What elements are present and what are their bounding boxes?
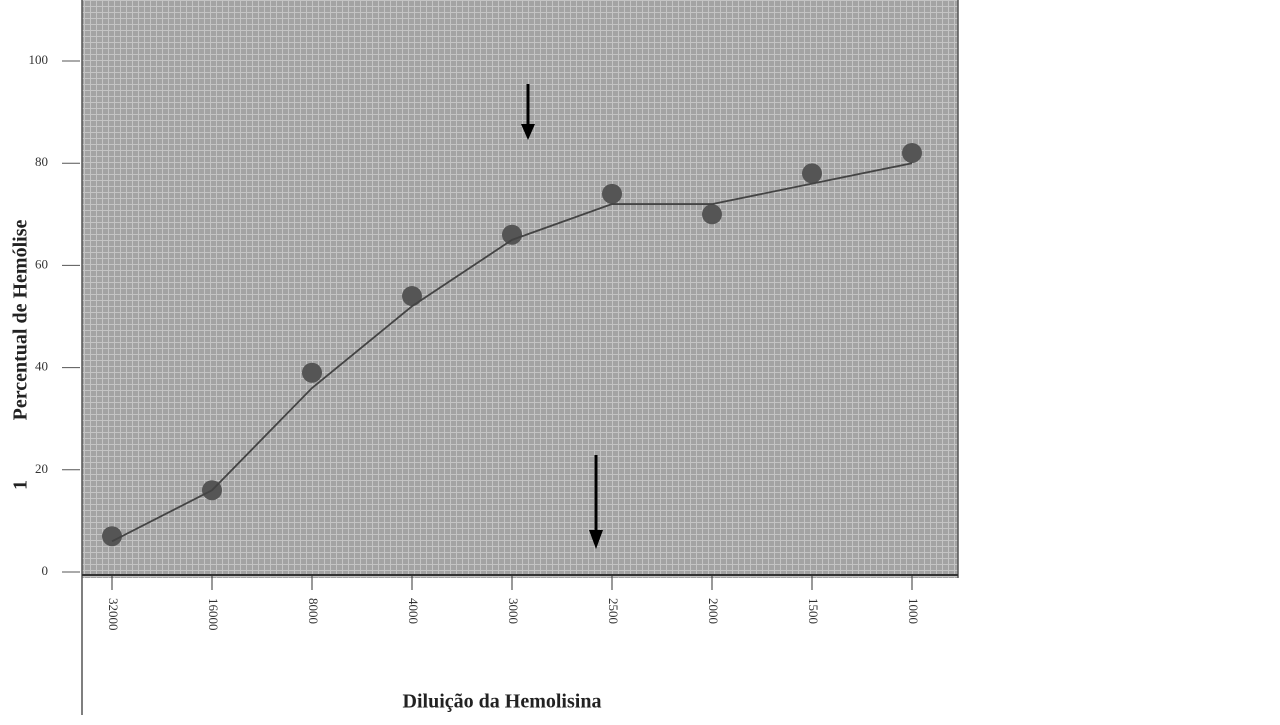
x-tick-label: 3000 [506, 598, 521, 624]
arrow-head [589, 530, 603, 549]
data-point [702, 204, 722, 225]
annotation: 1 [10, 480, 32, 490]
data-point [902, 142, 922, 163]
y-tick-label: 0 [42, 563, 49, 578]
fit-line [111, 162, 913, 543]
y-tick-label: 40 [35, 359, 48, 374]
x-tick-label: 1500 [806, 598, 821, 624]
plot-area [82, 0, 958, 578]
x-tick-label: 2500 [606, 598, 621, 624]
data-point [502, 224, 522, 245]
data-point [102, 526, 122, 547]
x-tick-label: 8000 [306, 598, 321, 624]
y-tick-label: 100 [29, 52, 49, 67]
x-tick-label: 2000 [706, 598, 721, 624]
y-axis-label: Percentual de Hemólise [10, 220, 32, 421]
arrow-head [521, 124, 535, 140]
x-tick-label: 16000 [206, 598, 221, 631]
y-tick-label: 60 [35, 256, 48, 271]
x-tick-label: 4000 [406, 598, 421, 624]
x-tick-label: 32000 [106, 598, 121, 631]
data-point [402, 286, 422, 307]
data-point [302, 362, 322, 383]
data-point [802, 163, 822, 184]
x-tick-label: 1000 [906, 598, 921, 624]
x-axis-label: Diluição da Hemolisina [403, 691, 602, 713]
y-tick-label: 80 [35, 154, 48, 169]
data-point [602, 183, 622, 204]
y-tick-label: 20 [35, 461, 48, 476]
